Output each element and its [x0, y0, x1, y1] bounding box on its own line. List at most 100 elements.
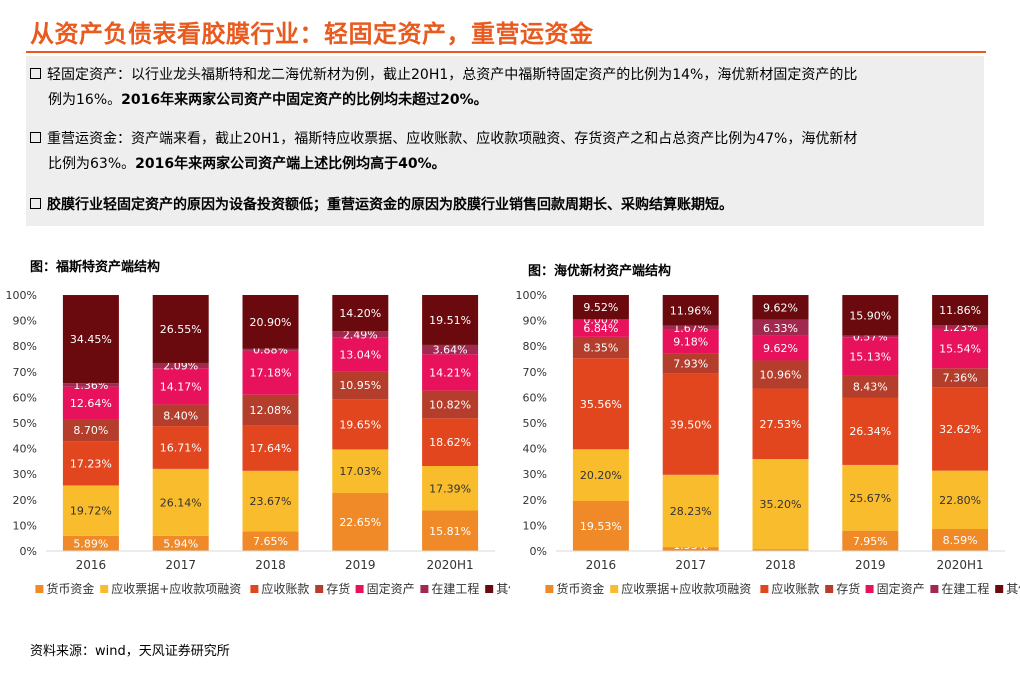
legend-label: 其他: [496, 582, 510, 596]
bullet-line-normal: 比例为63%。: [48, 156, 136, 172]
bar-segment: [152, 362, 209, 369]
bar-segment: [662, 329, 719, 354]
data-label: 26.14%: [160, 496, 202, 509]
y-tick-label: 0%: [20, 545, 37, 558]
data-label: 14.17%: [160, 380, 202, 393]
data-label: 9.62%: [763, 301, 798, 314]
data-label: 14.21%: [429, 366, 471, 379]
bullet-line-bold: 2016年来两家公司资产端上述比例均高于40%。: [135, 156, 446, 172]
data-label: 20.20%: [580, 469, 622, 482]
bullet-line-bold: 2016年来两家公司资产中固定资产的比例均未超过20%。: [121, 92, 488, 108]
bar-segment: [932, 295, 989, 326]
legend-label: 存货: [836, 581, 860, 596]
bar-segment: [332, 399, 389, 450]
legend-swatch: [995, 585, 1004, 593]
data-label: 16.71%: [160, 441, 202, 454]
data-label: 26.34%: [849, 425, 891, 438]
data-label: 19.65%: [339, 418, 381, 431]
x-tick-label: 2020H1: [936, 558, 983, 572]
data-label: 14.20%: [339, 307, 381, 320]
bullet-line: 重营运资金：资产端来看，截止20H1，福斯特应收票据、应收账款、应收款项融资、存…: [47, 131, 858, 147]
bar-segment: [752, 549, 809, 551]
y-tick-label: 60%: [13, 391, 37, 404]
bar-segment: [842, 464, 899, 531]
data-label: 35.20%: [760, 498, 802, 511]
legend-label: 应收票据+应收款项融资: [621, 581, 751, 596]
checkbox-bullet-icon: [30, 198, 41, 209]
y-tick-label: 100%: [516, 289, 547, 302]
bar-segment: [62, 383, 119, 387]
bar-segment: [422, 390, 479, 419]
data-label: 32.62%: [939, 423, 981, 436]
x-tick-label: 2016: [586, 558, 617, 572]
bar-segment: [62, 485, 119, 536]
bar-segment: [242, 394, 299, 426]
data-label: 13.04%: [339, 348, 381, 361]
y-tick-label: 80%: [13, 340, 37, 353]
data-label: 12.08%: [250, 404, 292, 417]
data-label: 35.56%: [580, 398, 622, 411]
bullet-working-capital: 重营运资金：资产端来看，截止20H1，福斯特应收票据、应收账款、应收款项融资、存…: [30, 127, 978, 177]
bar-segment: [932, 529, 989, 551]
legend-swatch: [825, 585, 834, 593]
y-tick-label: 20%: [523, 494, 547, 507]
bar-segment: [332, 449, 389, 494]
data-label: 7.93%: [673, 358, 708, 371]
bar-segment: [62, 295, 119, 384]
y-tick-label: 50%: [523, 417, 547, 430]
legend-label: 应收账款: [771, 581, 819, 596]
data-label: 8.43%: [853, 381, 888, 394]
data-label: 19.51%: [429, 314, 471, 327]
legend-label: 固定资产: [877, 581, 925, 596]
data-label: 5.89%: [73, 537, 108, 550]
data-label: 2.49%: [343, 329, 378, 342]
bar-segment: [842, 295, 899, 336]
data-label: 11.86%: [939, 304, 981, 317]
checkbox-bullet-icon: [30, 68, 41, 79]
y-tick-label: 40%: [13, 443, 37, 456]
data-label: 17.03%: [339, 465, 381, 478]
x-tick-label: 2020H1: [426, 558, 473, 572]
legend-swatch: [100, 585, 109, 593]
legend-swatch: [250, 585, 259, 593]
bar-segment: [662, 295, 719, 326]
y-tick-label: 30%: [523, 468, 547, 481]
data-label: 7.95%: [853, 535, 888, 548]
legend-swatch: [35, 585, 44, 593]
chart-title-fosterl: 图：福斯特资产端结构: [30, 260, 161, 275]
bar-segment: [932, 368, 989, 388]
bullet-reason: 胶膜行业轻固定资产的原因为设备投资额低；重营运资金的原因为胶膜行业销售回款周期长…: [30, 193, 978, 218]
bar-segment: [62, 386, 119, 420]
bar-segment: [932, 328, 989, 369]
data-label: 27.53%: [760, 418, 802, 431]
bar-segment: [242, 470, 299, 532]
data-label: 6.84%: [583, 322, 618, 335]
data-label: 20.90%: [250, 316, 292, 329]
y-tick-label: 10%: [523, 519, 547, 532]
bar-segment: [752, 388, 809, 460]
data-label: 15.90%: [849, 309, 891, 322]
data-label: 17.64%: [250, 442, 292, 455]
bar-segment: [422, 418, 479, 467]
bar-segment: [242, 348, 299, 351]
legend-label: 货币资金: [46, 581, 94, 596]
bullet-line: 轻固定资产：以行业龙头福斯特和龙二海优新材为例，截止20H1，总资产中福斯特固定…: [47, 67, 858, 83]
y-tick-label: 100%: [6, 289, 37, 302]
bar-segment: [242, 425, 299, 471]
legend-swatch: [545, 585, 554, 593]
data-label: 15.54%: [939, 342, 981, 355]
data-label: 5.94%: [163, 537, 198, 550]
data-label: 25.67%: [849, 492, 891, 505]
chart-title-hiuv: 图：海优新材资产端结构: [528, 264, 672, 279]
legend-swatch: [355, 585, 364, 593]
x-tick-label: 2018: [255, 558, 286, 572]
bar-segment: [242, 295, 299, 349]
bar-segment: [752, 295, 809, 320]
bar-segment: [572, 501, 629, 551]
bar-segment: [332, 294, 389, 332]
bar-segment: [572, 295, 629, 320]
y-tick-label: 90%: [13, 315, 37, 328]
y-tick-label: 40%: [523, 443, 547, 456]
bar-segment: [842, 337, 899, 376]
data-label: 12.64%: [70, 397, 112, 410]
